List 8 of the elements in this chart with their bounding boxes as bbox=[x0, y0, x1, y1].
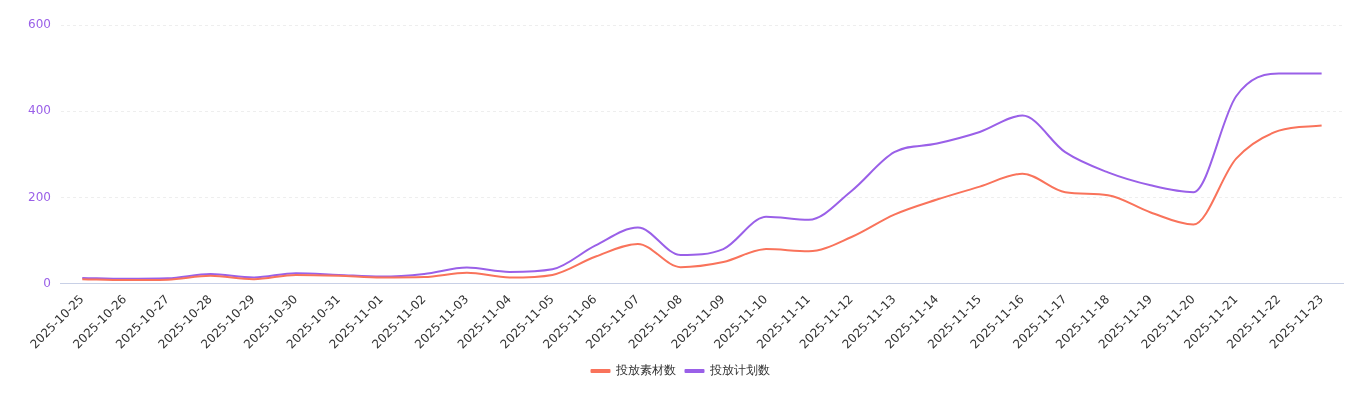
legend-label: 投放计划数 bbox=[708, 363, 770, 378]
legend-label: 投放素材数 bbox=[614, 363, 676, 378]
line-series bbox=[81, 72, 1323, 280]
y-tick-label: 400 bbox=[28, 103, 51, 118]
y-tick-label: 200 bbox=[28, 189, 51, 204]
y-tick-label: 0 bbox=[43, 275, 51, 290]
line-series bbox=[81, 124, 1323, 282]
y-tick-label: 600 bbox=[28, 17, 51, 32]
